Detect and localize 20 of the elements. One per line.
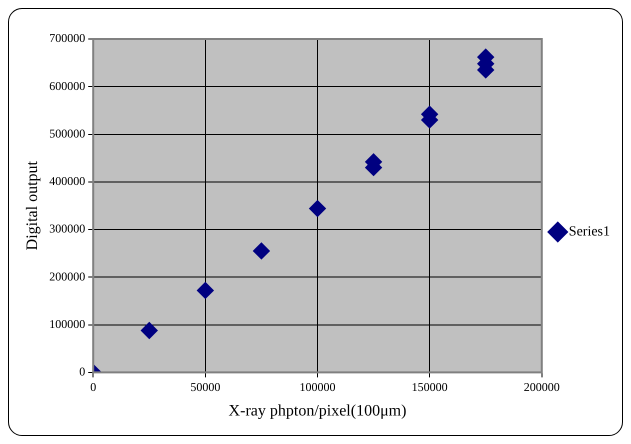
x-tick-label: 150000 (412, 380, 448, 394)
point (308, 200, 326, 218)
y-tick-label: 100000 (49, 316, 86, 331)
y-tick-label: 0 (79, 364, 86, 379)
legend-label: Series1 (568, 224, 610, 240)
y-tick-label: 600000 (49, 78, 86, 93)
x-tick-label: 0 (90, 380, 96, 394)
y-tick-label: 700000 (49, 31, 86, 46)
y-tick-label: 400000 (49, 174, 86, 188)
point (196, 282, 214, 299)
point (140, 322, 158, 339)
y-tick-label: 500000 (49, 126, 86, 140)
x-tick-label: 50000 (190, 380, 220, 394)
x-tick-label: 100000 (299, 380, 336, 394)
x-tick-label: 200000 (524, 380, 560, 394)
y-tick-label: 300000 (49, 222, 86, 236)
y-axis-title: Digital output (24, 160, 41, 250)
y-tick-label: 200000 (49, 269, 86, 284)
x-axis-title: X-ray phpton/pixel(100μm) (228, 402, 406, 420)
point (252, 242, 270, 260)
